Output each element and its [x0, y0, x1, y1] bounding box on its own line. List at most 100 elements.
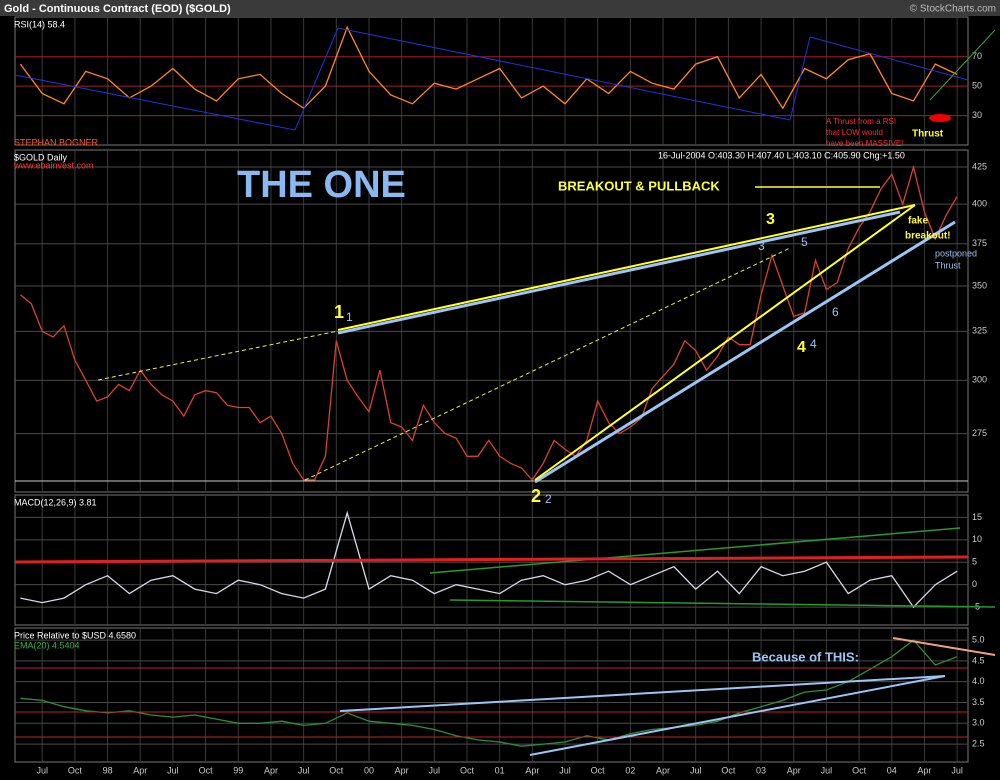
note: A Thrust from a RSI [826, 117, 896, 126]
rel-trend [339, 675, 946, 712]
series-line [20, 639, 958, 747]
y-tick-label: 3.5 [972, 697, 985, 707]
wave-label: 4 [810, 337, 817, 351]
price-frame [14, 149, 969, 493]
x-tick-label: 01 [495, 765, 505, 775]
rel-trend [529, 675, 946, 756]
wave-label: 5 [801, 235, 808, 249]
website: www.ebainvest.com [13, 160, 94, 170]
y-tick-label: 10 [972, 534, 982, 544]
x-tick-label: Jul [951, 765, 963, 775]
wave-label: 3 [758, 239, 765, 253]
annotations: STEPHAN BOGNER A Thrust from a RSI that … [13, 117, 977, 664]
note: that LOW would [826, 128, 883, 137]
header-bar [0, 0, 1000, 16]
x-tick-label: 98 [103, 765, 113, 775]
y-tick-label: 50 [972, 81, 982, 91]
x-tick-label: Apr [264, 765, 278, 775]
x-tick-label: Jul [690, 765, 702, 775]
x-tick-label: Oct [329, 765, 344, 775]
x-tick-label: 99 [233, 765, 243, 775]
x-tick-label: 03 [756, 765, 766, 775]
panels [14, 16, 969, 763]
wave-label: 6 [832, 305, 839, 319]
y-tick-label: 300 [972, 375, 987, 385]
macd-frame [14, 494, 969, 626]
y-tick-label: 375 [972, 238, 987, 248]
rsi-trend [14, 74, 296, 131]
note: fake [908, 216, 928, 227]
wave-label: 4 [797, 339, 806, 356]
x-tick-label: Apr [656, 765, 670, 775]
x-tick-label: Apr [787, 765, 801, 775]
x-tick-label: Jul [167, 765, 179, 775]
yellow-trend [534, 204, 916, 481]
macd-trend [429, 527, 961, 574]
rsi-trend [294, 27, 339, 131]
note: postponed [935, 248, 977, 258]
y-tick-label: 425 [972, 161, 987, 171]
rsi-trend [337, 27, 791, 121]
rsi-trend [789, 36, 811, 121]
x-tick-label: Apr [395, 765, 409, 775]
note: breakout! [905, 231, 951, 242]
x-tick-label: Oct [68, 765, 83, 775]
y-tick-label: 70 [972, 51, 982, 61]
rsi-frame [14, 16, 969, 146]
note: have been MASSIVE! [826, 139, 903, 148]
note: BREAKOUT & PULLBACK [558, 178, 720, 193]
y-tick-label: 275 [972, 428, 987, 438]
author: STEPHAN BOGNER [14, 137, 99, 147]
x-tick-label: Apr [133, 765, 147, 775]
series-line [20, 510, 958, 609]
x-tick-label: 00 [364, 765, 374, 775]
x-tick-label: Jul [298, 765, 310, 775]
note: Thrust [912, 129, 944, 140]
wave-label: 1 [346, 310, 353, 324]
relative-frame [14, 627, 969, 763]
yellow-trend [337, 204, 916, 331]
y-tick-label: 400 [972, 199, 987, 209]
dashed-trend [304, 247, 791, 481]
legend-label: MACD(12,26,9) 3.81 [14, 497, 97, 507]
x-tick-label: Jul [429, 765, 441, 775]
series-line [19, 164, 958, 481]
legend-label: $GOLD Daily [14, 152, 68, 162]
rel-trend [892, 637, 996, 656]
legend-label: Price Relative to $USD 4.6580 [14, 630, 136, 640]
x-tick-label: Jul [559, 765, 571, 775]
blue-trend [534, 220, 956, 484]
y-tick-label: 3.0 [972, 718, 985, 728]
source: © StockCharts.com [910, 4, 996, 15]
legend-label: RSI(14) 58.4 [14, 19, 65, 29]
wave-label: 1 [334, 302, 344, 322]
y-tick-label: 5 [972, 557, 977, 567]
note: Thrust [935, 260, 961, 270]
y-tick-label: 4.0 [972, 676, 985, 686]
x-tick-label: 04 [887, 765, 897, 775]
x-tick-label: Apr [917, 765, 931, 775]
y-tick-label: 325 [972, 326, 987, 336]
x-tick-label: Oct [721, 765, 736, 775]
y-tick-label: 15 [972, 512, 982, 522]
title: Gold - Continuous Contract (EOD) ($GOLD) [4, 3, 231, 15]
dashed-trend [97, 330, 339, 381]
rsi-marker [929, 114, 951, 122]
wave-label: 2 [531, 486, 541, 506]
y-tick-label: 0 [972, 579, 977, 589]
macd-trend [449, 599, 996, 608]
macd-level [14, 555, 969, 564]
y-tick-label: 2.5 [972, 738, 985, 748]
y-tick-label: 5.0 [972, 634, 985, 644]
x-tick-label: Oct [460, 765, 475, 775]
x-tick-label: Oct [852, 765, 867, 775]
x-tick-label: Jul [821, 765, 833, 775]
note: Because of THIS: [752, 649, 859, 664]
quote: 16-Jul-2004 O:403.30 H:407.40 L:403.10 C… [658, 150, 905, 160]
ema-label: EMA(20) 4.5404 [14, 640, 80, 650]
wave-label: 2 [545, 492, 552, 506]
rsi-trend [929, 29, 996, 101]
rsi-trend [809, 36, 969, 81]
